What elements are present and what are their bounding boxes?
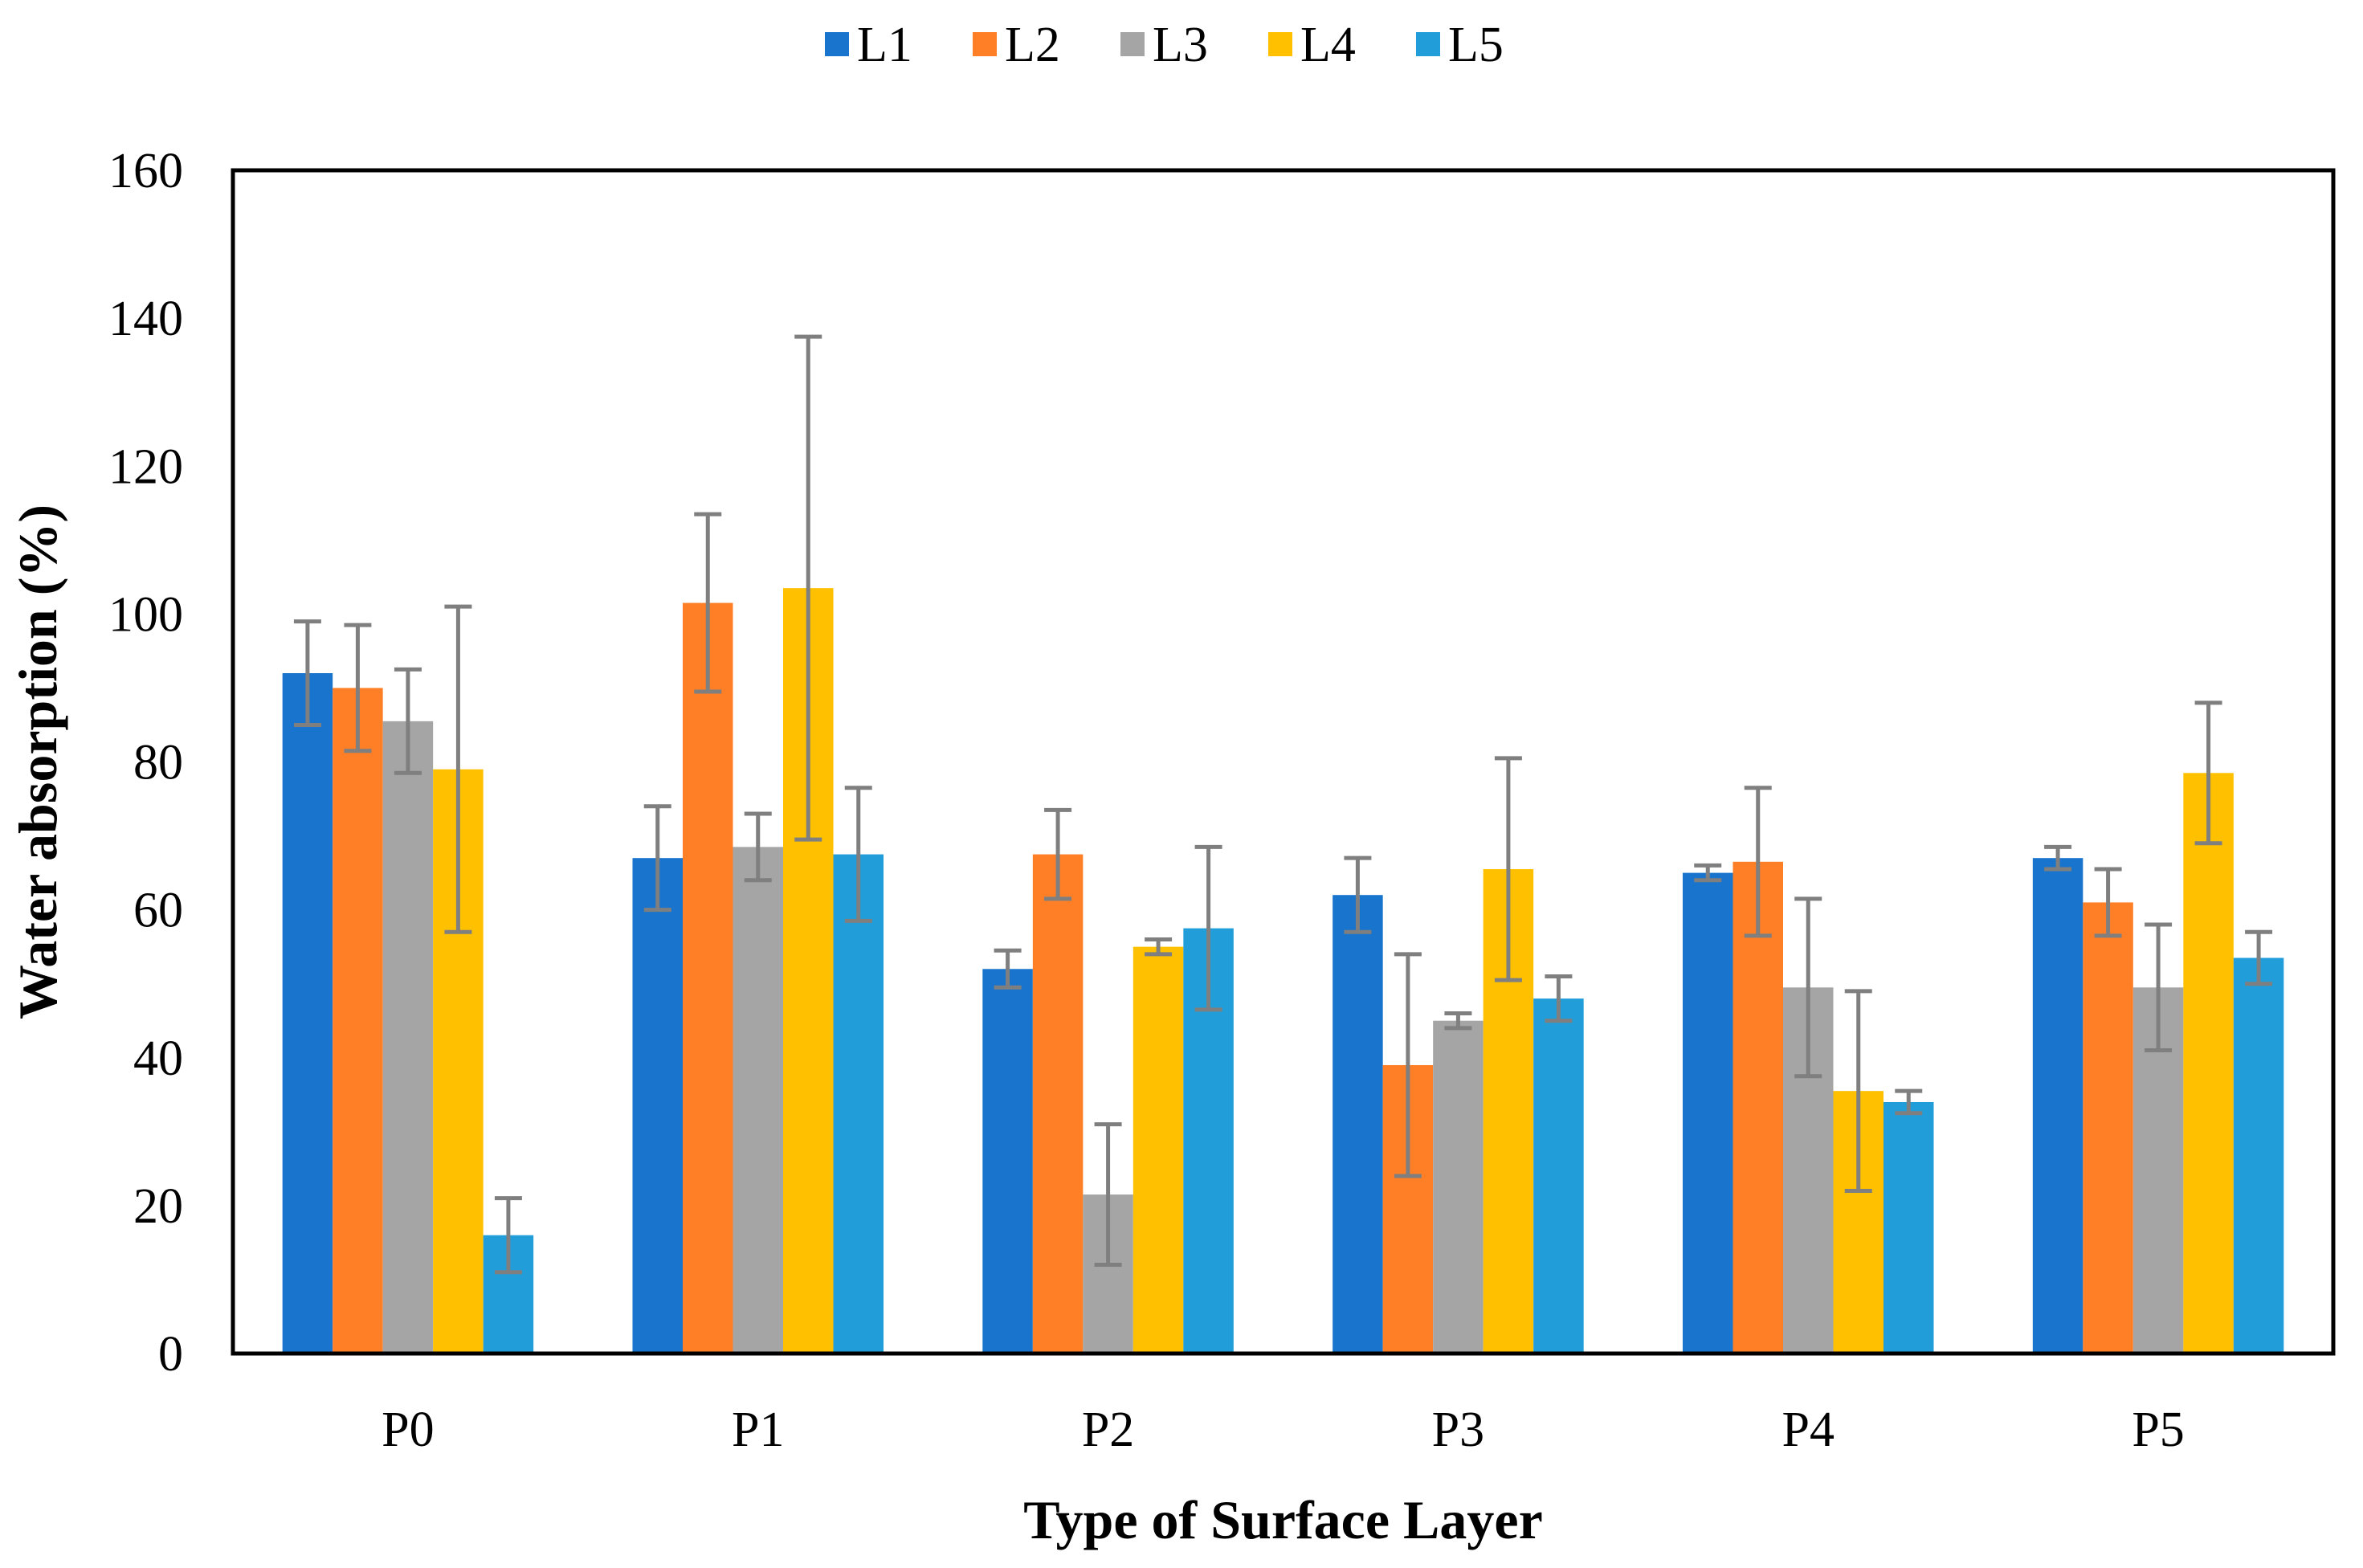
legend-swatch bbox=[973, 32, 997, 56]
legend: L1 L2 L3 L4 L5 bbox=[825, 18, 1504, 72]
bar-l2-p0 bbox=[333, 688, 383, 1354]
error-bar-l1-p0 bbox=[293, 619, 321, 727]
x-tick-label-p1: P1 bbox=[732, 1403, 784, 1457]
error-bar-l1-p1 bbox=[643, 804, 671, 913]
y-axis-ticks: 0 20 40 60 80 100 120 140 160 bbox=[108, 144, 183, 1382]
y-tick-label: 0 bbox=[158, 1327, 183, 1382]
bar-l1-p1 bbox=[632, 858, 683, 1354]
bar-l1-p5 bbox=[2032, 858, 2083, 1354]
y-tick-label: 80 bbox=[133, 736, 183, 790]
x-tick-label-p2: P2 bbox=[1082, 1403, 1134, 1457]
error-bar-l3-p5 bbox=[2145, 922, 2173, 1053]
error-bar-l3-p0 bbox=[394, 667, 422, 775]
bar-l5-p3 bbox=[1533, 998, 1584, 1354]
error-bar-l1-p4 bbox=[1694, 863, 1722, 883]
y-tick-label: 20 bbox=[133, 1179, 183, 1234]
bar-l5-p4 bbox=[1883, 1101, 1934, 1354]
bar-l1-p2 bbox=[982, 969, 1033, 1354]
x-tick-label-p5: P5 bbox=[2132, 1403, 2184, 1457]
y-tick-label: 140 bbox=[108, 292, 183, 346]
legend-item-l2: L2 bbox=[973, 18, 1060, 72]
bar-l2-p2 bbox=[1032, 854, 1084, 1354]
error-bar-l5-p1 bbox=[844, 786, 872, 923]
plot-area-frame bbox=[231, 168, 2336, 1356]
error-bar-l2-p5 bbox=[2094, 867, 2122, 938]
error-bar-l2-p3 bbox=[1394, 952, 1422, 1178]
legend-label: L5 bbox=[1448, 18, 1504, 72]
error-bar-l3-p1 bbox=[744, 811, 772, 883]
error-bar-l3-p3 bbox=[1444, 1011, 1472, 1031]
bar-l2-p4 bbox=[1732, 861, 1783, 1354]
bar-l4-p2 bbox=[1133, 946, 1184, 1354]
y-tick-label: 40 bbox=[133, 1031, 183, 1086]
y-tick-label: 120 bbox=[108, 439, 183, 494]
error-bar-l2-p0 bbox=[344, 623, 372, 753]
bar-l4-p5 bbox=[2183, 773, 2234, 1354]
error-bar-l4-p3 bbox=[1494, 756, 1522, 982]
legend-item-l4: L4 bbox=[1268, 18, 1356, 72]
legend-swatch bbox=[1120, 32, 1145, 56]
x-axis-title: Type of Surface Layer bbox=[1023, 1489, 1543, 1550]
bar-l3-p3 bbox=[1433, 1020, 1484, 1354]
error-bar-l3-p4 bbox=[1794, 896, 1822, 1079]
error-bar-l5-p0 bbox=[494, 1196, 522, 1275]
error-bar-l4-p1 bbox=[794, 334, 822, 842]
error-bar-l5-p4 bbox=[1895, 1088, 1923, 1116]
error-bar-l5-p2 bbox=[1194, 844, 1222, 1012]
legend-label: L1 bbox=[857, 18, 912, 72]
x-tick-label-p3: P3 bbox=[1432, 1403, 1484, 1457]
error-bar-l1-p5 bbox=[2044, 844, 2072, 872]
bar-l1-p3 bbox=[1333, 895, 1383, 1354]
legend-swatch bbox=[1416, 32, 1440, 56]
x-tick-label-p0: P0 bbox=[382, 1403, 434, 1457]
legend-swatch bbox=[825, 32, 849, 56]
error-bar-l1-p3 bbox=[1344, 855, 1372, 934]
bar-l3-p1 bbox=[733, 847, 783, 1354]
bar-l2-p5 bbox=[2083, 902, 2133, 1354]
legend-swatch bbox=[1268, 32, 1292, 56]
error-bars-layer bbox=[293, 334, 2273, 1275]
bar-l5-p5 bbox=[2233, 958, 2284, 1354]
legend-label: L2 bbox=[1005, 18, 1060, 72]
legend-label: L3 bbox=[1153, 18, 1208, 72]
error-bar-l2-p2 bbox=[1044, 807, 1072, 901]
bar-l1-p4 bbox=[1683, 872, 1733, 1354]
bars-layer bbox=[282, 588, 2284, 1354]
bar-l5-p1 bbox=[833, 854, 884, 1354]
bar-l1-p0 bbox=[282, 673, 333, 1354]
error-bar-l2-p1 bbox=[694, 512, 722, 694]
y-tick-label: 160 bbox=[108, 144, 183, 198]
y-axis-title: Water absorption (%) bbox=[7, 504, 68, 1019]
x-tick-label-p4: P4 bbox=[1782, 1403, 1834, 1457]
error-bar-l4-p5 bbox=[2194, 700, 2222, 846]
error-bar-l4-p4 bbox=[1844, 989, 1872, 1193]
x-axis-ticks: P0 P1 P2 P3 P4 P5 bbox=[382, 1403, 2185, 1457]
bar-l3-p0 bbox=[382, 721, 434, 1354]
error-bar-l4-p2 bbox=[1145, 937, 1173, 957]
legend-label: L4 bbox=[1300, 18, 1356, 72]
error-bar-l2-p4 bbox=[1744, 786, 1772, 938]
legend-item-l3: L3 bbox=[1120, 18, 1208, 72]
error-bar-l5-p3 bbox=[1545, 974, 1573, 1023]
legend-item-l1: L1 bbox=[825, 18, 912, 72]
y-tick-label: 60 bbox=[133, 884, 183, 938]
y-tick-label: 100 bbox=[108, 587, 183, 642]
error-bar-l5-p5 bbox=[2245, 929, 2273, 986]
error-bar-l1-p2 bbox=[994, 948, 1022, 990]
legend-item-l5: L5 bbox=[1416, 18, 1504, 72]
bar-l2-p1 bbox=[683, 602, 733, 1354]
error-bar-l3-p2 bbox=[1094, 1122, 1122, 1268]
error-bar-l4-p0 bbox=[444, 604, 472, 934]
